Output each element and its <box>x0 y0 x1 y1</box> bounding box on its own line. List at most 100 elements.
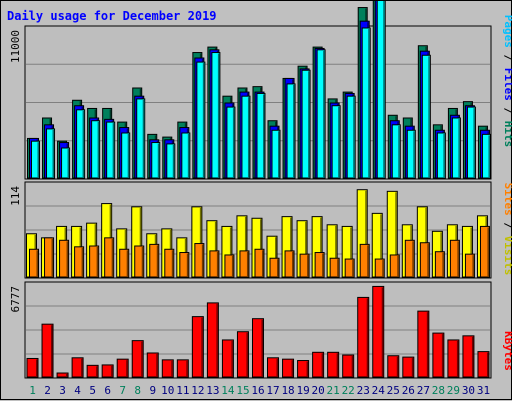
bar-pages-shade <box>82 110 85 178</box>
bar-kbytes-shade <box>141 341 143 377</box>
bar-sites-shade <box>261 250 264 277</box>
bar-kbytes-shade <box>51 325 53 377</box>
x-tick-label: 22 <box>342 384 355 397</box>
bar-sites-shade <box>442 252 444 277</box>
bar-kbytes <box>71 357 84 378</box>
bar-sites-shade <box>201 244 204 277</box>
bar-sites <box>374 258 385 278</box>
x-tick-label: 7 <box>119 384 126 397</box>
bar-kbytes <box>312 351 325 378</box>
bar-sites <box>119 248 130 278</box>
bar-kbytes-shade <box>426 312 429 377</box>
bar-visits-shade <box>259 219 262 277</box>
bar-visits-shade <box>199 207 202 277</box>
bar-sites-shade <box>66 241 69 277</box>
bar-sites <box>404 239 415 278</box>
bar-pages <box>346 95 356 179</box>
bar-kbytes-shade <box>366 298 369 377</box>
bar-sites-shade <box>231 255 234 277</box>
bar-pages-shade <box>37 142 39 178</box>
bar-kbytes-shade <box>276 358 279 377</box>
bar-pages-shade <box>338 106 340 178</box>
bar-sites <box>44 237 55 278</box>
bar-pages <box>481 133 491 179</box>
bar-kbytes-shade <box>111 365 113 377</box>
bar-kbytes-shade <box>201 317 203 377</box>
bar-sites <box>239 250 250 278</box>
x-tick-label: 29 <box>447 384 460 397</box>
bar-pages-shade <box>413 131 415 178</box>
chart-title: Daily usage for December 2019 <box>7 9 217 23</box>
bar-pages-shade <box>157 143 160 178</box>
bar-sites-shade <box>171 250 174 277</box>
x-tick-label: 30 <box>462 384 475 397</box>
bar-sites <box>479 225 490 278</box>
legend-part: / <box>502 216 512 236</box>
x-tick-label: 4 <box>74 384 81 397</box>
bar-pages-shade <box>428 56 430 178</box>
bar-sites <box>314 252 325 278</box>
bar-sites-shade <box>427 243 429 277</box>
bar-sites-shade <box>472 255 474 277</box>
bar-pages <box>316 49 326 179</box>
bar-visits-shade <box>229 227 232 277</box>
legend-part: / <box>502 48 512 68</box>
bar-visits-shade <box>290 217 292 277</box>
bar-pages-shade <box>458 119 460 178</box>
bar-kbytes-shade <box>411 358 414 377</box>
bar-kbytes-shade <box>471 336 474 377</box>
bar-pages-shade <box>473 108 475 178</box>
bar-kbytes <box>146 352 159 378</box>
bar-sites-shade <box>51 238 54 277</box>
x-tick-label: 6 <box>104 384 111 397</box>
bar-pages-shade <box>232 108 235 178</box>
bar-pages <box>286 83 296 179</box>
bar-kbytes-shade <box>81 358 83 377</box>
bar-pages-shade <box>293 84 295 178</box>
bar-sites-shade <box>337 259 339 277</box>
bar-pages <box>451 117 461 179</box>
bar-pages <box>106 121 116 179</box>
x-tick-label: 14 <box>221 384 235 397</box>
bar-sites-shade <box>156 245 159 277</box>
legend-part: Files <box>502 68 512 101</box>
bar-kbytes <box>161 359 174 378</box>
bar-kbytes <box>267 357 280 378</box>
bar-kbytes-shade <box>216 303 218 377</box>
bar-sites-shade <box>457 241 459 277</box>
bar-pages <box>406 129 416 179</box>
x-tick-label: 11 <box>176 384 189 397</box>
bar-sites <box>194 243 205 278</box>
x-tick-label: 15 <box>236 384 249 397</box>
bar-kbytes <box>462 335 475 378</box>
bar-sites <box>209 250 220 278</box>
bar-kbytes-shade <box>126 360 128 377</box>
bar-pages <box>256 92 266 179</box>
bar-pages-shade <box>52 129 55 178</box>
x-tick-label: 2 <box>44 384 51 397</box>
legend-part: Visits <box>502 236 512 276</box>
bar-sites <box>164 248 175 278</box>
bar-kbytes <box>131 340 144 378</box>
bar-sites <box>149 243 160 278</box>
bar-kbytes <box>206 302 219 378</box>
bar-kbytes <box>372 285 385 378</box>
bar-pages-shade <box>383 1 385 179</box>
bar-sites <box>359 243 370 278</box>
bar-kbytes <box>56 372 69 378</box>
bar-sites <box>419 242 430 278</box>
bar-visits-shade <box>214 221 217 277</box>
bar-pages-shade <box>172 144 175 178</box>
bar-sites-shade <box>36 250 38 277</box>
legend-middle: Sites / Visits <box>502 183 512 276</box>
x-tick-label: 17 <box>266 384 279 397</box>
bar-visits-shade <box>395 192 397 277</box>
x-tick-label: 26 <box>402 384 415 397</box>
bar-pages <box>166 143 176 179</box>
bar-kbytes <box>447 339 460 378</box>
bar-pages <box>196 61 206 179</box>
bar-kbytes-shade <box>96 366 98 377</box>
bar-kbytes <box>297 360 310 378</box>
